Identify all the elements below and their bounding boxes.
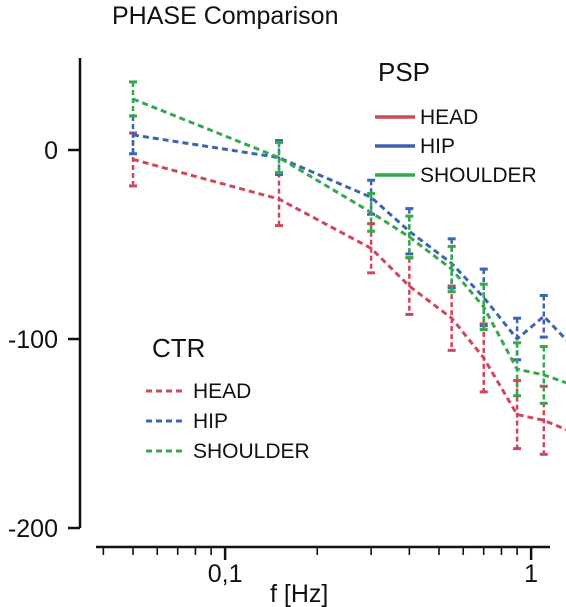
x-tick-label: 1: [524, 560, 538, 588]
axes: [78, 58, 550, 549]
legend-ctr: CTR HEAD HIP SHOULDER: [146, 333, 310, 463]
legend-psp-hip-label: HIP: [420, 135, 455, 158]
legend-ctr-shoulder-label: SHOULDER: [193, 440, 310, 463]
series-hip: [129, 114, 566, 362]
y-tick-label: -200: [8, 515, 58, 543]
legend-psp: PSP HEAD HIP SHOULDER: [375, 57, 537, 187]
y-tick-label: 0: [44, 137, 58, 165]
chart-title: PHASE Comparison: [112, 2, 338, 30]
legend-ctr-title: CTR: [152, 333, 205, 363]
x-axis-label: f [Hz]: [270, 580, 328, 607]
x-tick-label: 0,1: [208, 560, 243, 588]
y-ticks: 0 -100 -200: [8, 137, 80, 543]
plot-area: [129, 80, 566, 456]
series-shoulder: [129, 80, 566, 405]
y-tick-label: -100: [8, 326, 58, 354]
legend-psp-head-label: HEAD: [420, 106, 478, 129]
series-line: [132, 97, 566, 385]
series-head: [129, 131, 566, 456]
series-line: [132, 157, 566, 432]
legend-ctr-head-label: HEAD: [193, 380, 251, 403]
legend-psp-title: PSP: [378, 57, 430, 87]
legend-psp-shoulder-label: SHOULDER: [420, 164, 537, 187]
x-ticks: 0,1 1: [102, 547, 538, 588]
legend-ctr-hip-label: HIP: [193, 410, 228, 433]
series-line: [132, 133, 566, 342]
